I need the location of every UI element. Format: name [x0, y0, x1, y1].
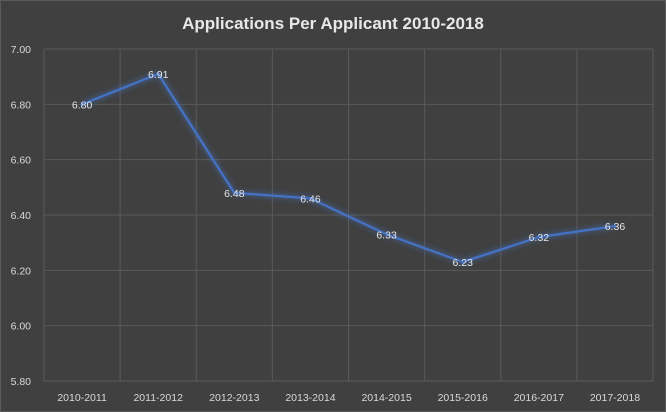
x-axis: 2010-2011 2011-2012 2012-2013 2013-2014 2014… [57, 392, 640, 404]
data-label: 6.36 [605, 221, 626, 233]
y-axis: 5.80 6.00 6.20 6.40 6.60 6.80 7.00 [11, 44, 32, 388]
chart-title: Applications Per Applicant 2010-2018 [182, 14, 484, 33]
data-label: 6.80 [72, 99, 93, 111]
x-tick-label: 2016-2017 [514, 392, 564, 404]
x-tick-label: 2014-2015 [361, 392, 411, 404]
data-labels: 6.80 6.91 6.48 6.46 6.33 6.23 6.32 6.36 [72, 69, 625, 269]
data-point [613, 224, 617, 228]
y-tick-label: 6.40 [11, 210, 32, 222]
y-tick-label: 6.60 [11, 155, 32, 167]
data-label: 6.91 [148, 69, 169, 81]
y-tick-label: 5.80 [11, 376, 32, 388]
series-line-group [80, 72, 617, 264]
data-point [156, 72, 160, 76]
data-point [385, 232, 389, 236]
y-tick-label: 7.00 [11, 44, 32, 56]
data-point [232, 191, 236, 195]
gridlines [43, 48, 654, 382]
data-label: 6.33 [376, 229, 397, 241]
y-tick-label: 6.00 [11, 321, 32, 333]
y-tick-label: 6.80 [11, 99, 32, 111]
data-point [308, 196, 312, 200]
x-tick-label: 2015-2016 [438, 392, 488, 404]
data-point [537, 235, 541, 239]
x-tick-label: 2010-2011 [57, 392, 107, 404]
data-label: 6.48 [224, 188, 245, 200]
series-line [81, 72, 616, 264]
data-label: 6.46 [300, 193, 321, 205]
x-tick-label: 2013-2014 [285, 392, 335, 404]
data-label: 6.32 [529, 232, 550, 244]
x-tick-label: 2017-2018 [590, 392, 640, 404]
x-tick-label: 2012-2013 [209, 392, 259, 404]
y-tick-label: 6.20 [11, 265, 32, 277]
x-tick-label: 2011-2012 [133, 392, 183, 404]
data-point [80, 102, 84, 106]
data-label: 6.23 [452, 257, 473, 269]
data-point [461, 260, 465, 264]
